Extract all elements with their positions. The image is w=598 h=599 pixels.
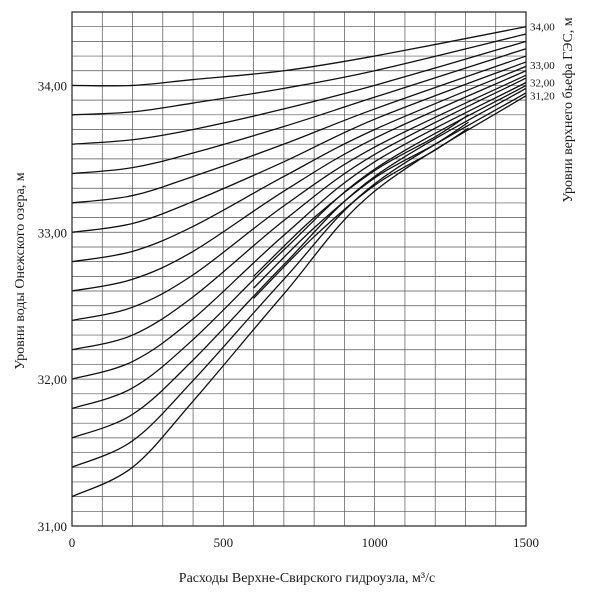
series-line-7 <box>71 65 527 263</box>
plot-frame <box>71 11 527 527</box>
x-tick-label: 0 <box>69 535 76 550</box>
series-line-12 <box>71 84 527 410</box>
right-level-label: 32,00 <box>530 77 555 89</box>
series-line-13 <box>71 87 527 439</box>
y-tick-label: 32,00 <box>38 372 67 387</box>
right-level-label: 34,00 <box>530 22 555 34</box>
series-line-2 <box>71 33 527 116</box>
series-lines <box>71 26 527 498</box>
y-tick-label: 31,00 <box>38 519 67 534</box>
series-line-11 <box>71 81 527 380</box>
series-line-1 <box>71 26 527 87</box>
x-axis-label: Расходы Верхне-Свирского гидроузла, м³/с <box>179 571 435 586</box>
x-tick-label: 500 <box>214 535 234 550</box>
series-line-10 <box>71 77 527 351</box>
series-line-4 <box>71 48 527 175</box>
series-line-8 <box>71 70 527 292</box>
tick-labels: 0 500 1000 1500 31,00 32,00 33,00 34,00 <box>38 78 539 550</box>
right-level-labels: 34,00 33,00 32,00 31,20 <box>530 22 555 103</box>
series-line-5 <box>71 55 527 204</box>
y-tick-label: 33,00 <box>38 225 67 240</box>
y-axis-label-right: Уровни верхнего бьефа ГЭС, м <box>561 17 576 202</box>
x-tick-label: 1500 <box>513 535 539 550</box>
right-level-label: 33,00 <box>530 60 555 72</box>
series-line-17 <box>253 121 469 289</box>
series-line-6 <box>71 61 527 233</box>
series-line-3 <box>71 40 527 145</box>
series-line-14 <box>71 92 527 468</box>
series-line-9 <box>71 74 527 322</box>
series-line-18 <box>253 127 469 299</box>
series-line-15 <box>71 95 527 498</box>
right-level-label: 31,20 <box>530 91 555 103</box>
grid <box>71 11 527 527</box>
series-line-16 <box>253 114 469 277</box>
y-tick-label: 34,00 <box>38 78 67 93</box>
y-axis-label-left: Уровни воды Онежского озера, м <box>13 172 28 369</box>
x-tick-label: 1000 <box>362 535 388 550</box>
